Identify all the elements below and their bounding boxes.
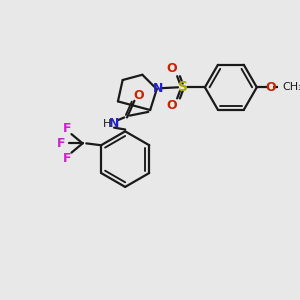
Text: N: N: [152, 82, 163, 95]
Text: F: F: [63, 152, 71, 165]
Text: N: N: [109, 117, 119, 130]
Text: S: S: [178, 80, 188, 94]
Text: O: O: [166, 62, 177, 75]
Text: O: O: [266, 81, 276, 94]
Text: F: F: [57, 137, 65, 150]
Text: H: H: [103, 119, 111, 129]
Text: CH₃: CH₃: [283, 82, 300, 92]
Text: O: O: [166, 99, 177, 112]
Text: O: O: [134, 89, 144, 102]
Text: F: F: [63, 122, 71, 135]
